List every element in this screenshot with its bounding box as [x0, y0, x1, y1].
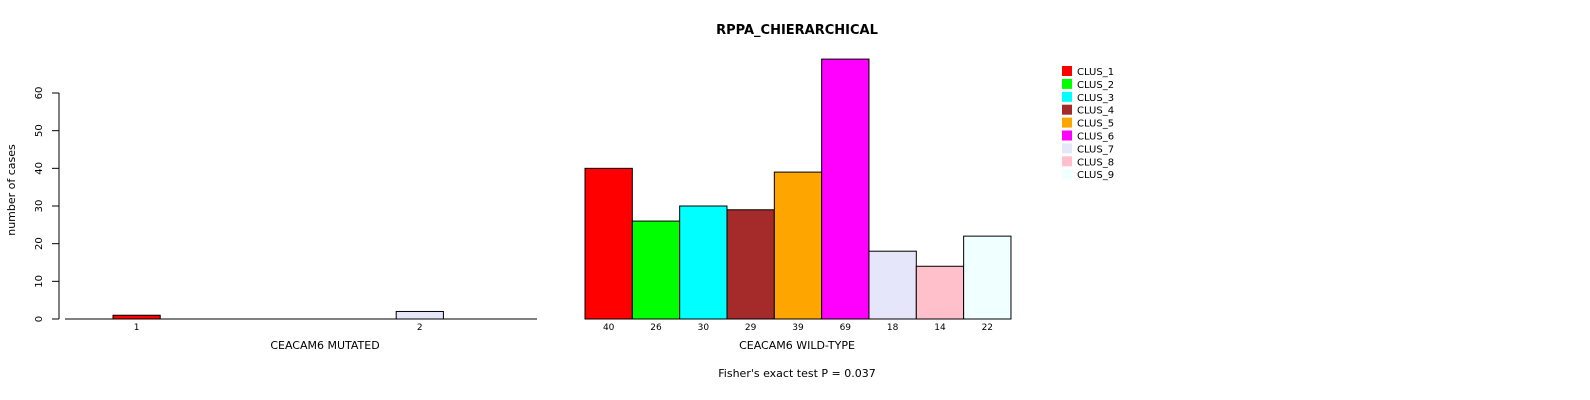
bar-clus-7	[395, 310, 444, 320]
bar-clus-8	[915, 265, 965, 320]
bar-clus-1	[112, 314, 161, 320]
legend-swatch	[1062, 143, 1072, 154]
y-tick-label: 40	[34, 162, 45, 175]
bar-count-label: 40	[603, 323, 615, 333]
y-tick-label: 0	[34, 316, 45, 322]
legend: CLUS_1CLUS_2CLUS_3CLUS_4CLUS_5CLUS_6CLUS…	[1062, 66, 1114, 181]
bar-clus-2	[631, 220, 681, 320]
y-axis-label: number of cases	[5, 144, 18, 236]
y-axis: 0 10 20 30 40 50 60	[34, 87, 60, 322]
legend-swatch	[1062, 130, 1072, 141]
panel-wild-type: 40 26 30 29 39 69 18 14 22	[584, 58, 1012, 333]
legend-swatch	[1062, 78, 1072, 89]
y-tick-label: 60	[34, 87, 45, 100]
bar-clus-4	[726, 209, 775, 320]
bar-clus-9	[963, 235, 1012, 320]
legend-swatch	[1062, 169, 1072, 180]
legend-swatch	[1062, 66, 1072, 76]
legend-label: CLUS_6	[1077, 132, 1114, 143]
bar-count-label: 2	[417, 323, 423, 333]
legend-label: CLUS_7	[1077, 144, 1114, 155]
legend-label: CLUS_2	[1077, 80, 1114, 91]
y-tick-label: 10	[34, 275, 45, 288]
bar-clus-5	[773, 171, 823, 320]
legend-swatch	[1062, 156, 1072, 167]
legend-label: CLUS_4	[1077, 106, 1114, 117]
bar-clus-7	[868, 250, 917, 320]
legend-label: CLUS_8	[1077, 157, 1114, 168]
bar-count-label: 14	[934, 323, 946, 333]
bar-clus-6	[821, 58, 870, 320]
bar-count-label: 69	[840, 323, 852, 333]
bar-count-label: 39	[792, 323, 804, 333]
bar-count-label: 22	[982, 323, 993, 333]
bar-count-label: 18	[887, 323, 899, 333]
fisher-test-footnote: Fisher's exact test P = 0.037	[718, 367, 875, 380]
y-tick-label: 50	[34, 124, 45, 137]
bar-count-label: 30	[698, 323, 710, 333]
bar-clus-3	[679, 205, 728, 320]
legend-label: CLUS_5	[1077, 119, 1114, 130]
bar-count-label: 29	[745, 323, 757, 333]
legend-label: CLUS_1	[1077, 67, 1114, 78]
bar-clus-1	[584, 167, 633, 320]
bar-count-label: 1	[134, 323, 140, 333]
panel-mutated-xlabel: CEACAM6 MUTATED	[270, 339, 379, 352]
bar-count-label: 26	[650, 323, 662, 333]
legend-label: CLUS_9	[1077, 170, 1114, 181]
legend-swatch	[1062, 91, 1072, 102]
chart-title: RPPA_CHIERARCHICAL	[716, 23, 878, 38]
y-tick-label: 30	[34, 200, 45, 213]
y-tick-label: 20	[34, 237, 45, 250]
legend-swatch	[1062, 117, 1072, 128]
panel-wild-type-xlabel: CEACAM6 WILD-TYPE	[739, 339, 855, 352]
legend-label: CLUS_3	[1077, 93, 1114, 104]
legend-swatch	[1062, 104, 1072, 115]
